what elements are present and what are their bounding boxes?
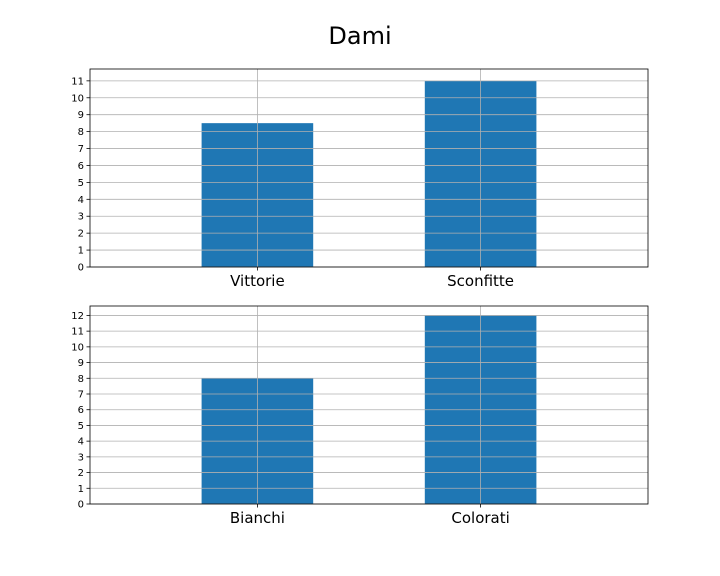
y-tick-label: 8	[78, 374, 84, 385]
y-tick-label: 0	[78, 500, 84, 511]
y-tick-label: 5	[78, 178, 84, 189]
axes-frame	[89, 305, 649, 505]
x-tick-label: Colorati	[451, 509, 509, 527]
y-tick-label: 1	[78, 484, 84, 495]
y-tick-label: 11	[71, 76, 84, 87]
figure-title: Dami	[328, 22, 392, 50]
y-tick-label: 9	[78, 358, 84, 369]
y-tick-label: 10	[71, 93, 84, 104]
y-tick-label: 2	[78, 468, 84, 479]
y-tick-label: 8	[78, 127, 84, 138]
y-tick-label: 3	[78, 212, 84, 223]
y-tick-label: 2	[78, 229, 84, 240]
y-tick-label: 11	[71, 327, 84, 338]
y-tick-label: 6	[78, 161, 84, 172]
y-tick-label: 5	[78, 421, 84, 432]
y-tick-label: 4	[78, 195, 84, 206]
y-tick-label: 7	[78, 390, 84, 401]
y-tick-label: 9	[78, 110, 84, 121]
y-tick-label: 3	[78, 452, 84, 463]
y-tick-label: 6	[78, 405, 84, 416]
y-tick-label: 4	[78, 437, 84, 448]
y-tick-label: 0	[78, 263, 84, 274]
x-tick-label: Bianchi	[230, 509, 285, 527]
x-tick-label: Vittorie	[230, 272, 285, 290]
y-tick-label: 1	[78, 246, 84, 257]
y-tick-label: 10	[71, 342, 84, 353]
y-tick-label: 12	[71, 311, 84, 322]
y-tick-label: 7	[78, 144, 84, 155]
chart-1: 0 1 2 3 4 5 6 7 8 9 10 11 Vittorie Sconfitte	[71, 68, 649, 290]
x-tick-label: Sconfitte	[447, 272, 514, 290]
axes-frame	[89, 68, 649, 268]
